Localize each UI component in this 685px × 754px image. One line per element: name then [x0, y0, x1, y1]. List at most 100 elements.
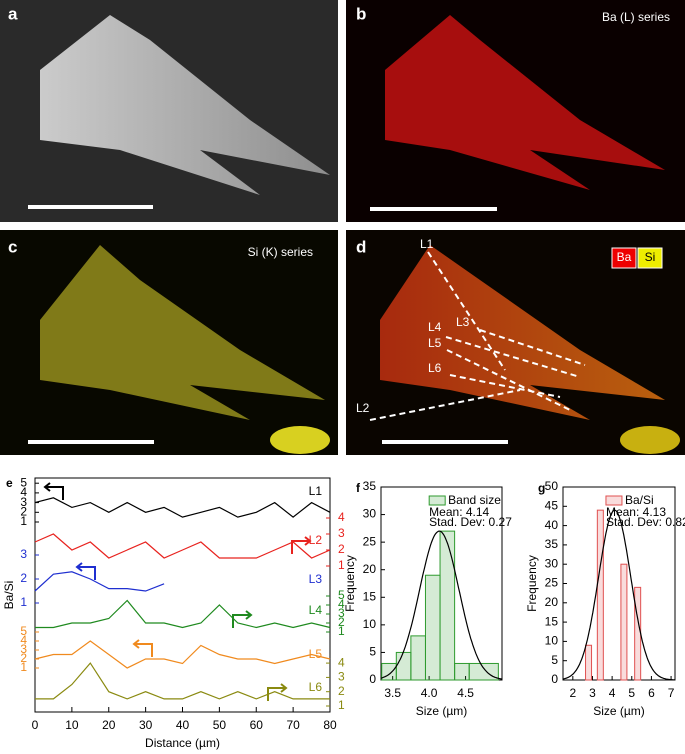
- x-axis-title: Distance (µm): [145, 736, 220, 750]
- profile-line: [35, 599, 331, 629]
- panel-label: c: [8, 237, 17, 256]
- arrows: [43, 482, 312, 701]
- y-tick-label: 5: [551, 653, 558, 667]
- y-tick-label: 2: [20, 651, 27, 665]
- y-tick-label: 1: [20, 514, 27, 528]
- y-tick-label: 4: [20, 485, 27, 499]
- fit-curve: [562, 509, 675, 681]
- profile-line: [35, 662, 330, 700]
- profile-line: [34, 640, 331, 669]
- legend-name: Band size: [448, 493, 501, 507]
- profile-line: [34, 497, 331, 518]
- y-tick-label: 4: [20, 633, 27, 647]
- y-tick-label: 2: [20, 571, 27, 585]
- y-tick-label: 3: [20, 642, 27, 656]
- y-tick-label: 15: [363, 589, 377, 603]
- y-tick-label: 1: [338, 624, 345, 638]
- x-tick-label: 30: [139, 718, 153, 732]
- x-tick-label: 50: [213, 718, 227, 732]
- bar: [620, 563, 628, 681]
- line-label: L1: [420, 237, 434, 251]
- y-tick-label: 5: [20, 624, 27, 638]
- y-tick-label: 15: [545, 614, 559, 628]
- bar: [468, 662, 499, 681]
- y-tick-label: 25: [363, 534, 377, 548]
- panel-label: g: [538, 481, 545, 495]
- y-tick-label: 20: [545, 595, 559, 609]
- fit-curve: [380, 530, 503, 680]
- panel-label: e: [6, 476, 13, 490]
- panel-label: f: [356, 481, 361, 495]
- profile-lines: [369, 251, 586, 421]
- y-tick-label: 2: [338, 615, 345, 629]
- series-name: L2: [309, 533, 323, 547]
- y-tick-label: 45: [545, 498, 559, 512]
- x-tick-label: 3: [589, 686, 596, 700]
- plot-frame: [34, 477, 331, 713]
- legend-mean: Mean: 4.13: [606, 505, 666, 519]
- image-texts: a b Ba (L) series c Si (K) series d Ba S…: [8, 4, 670, 415]
- scale-bar: [28, 205, 153, 209]
- line-label: L4: [428, 320, 442, 334]
- crystal: [40, 245, 325, 420]
- x-tick-label: 6: [648, 686, 655, 700]
- y-tick-label: 5: [20, 475, 27, 489]
- x-tick-label: 2: [569, 686, 576, 700]
- y-tick-label: 3: [338, 670, 345, 684]
- y-tick-label: 2: [338, 684, 345, 698]
- x-tick-label: 4.0: [421, 686, 438, 700]
- x-tick-label: 10: [65, 718, 79, 732]
- line-label: L2: [356, 401, 370, 415]
- panel-label: a: [8, 4, 18, 23]
- particle: [270, 426, 330, 454]
- profile-line: [34, 533, 331, 559]
- y-tick-label: 20: [363, 562, 377, 576]
- legend-sd: Stad. Dev: 0.27: [429, 515, 512, 529]
- x-axis-title: Size (µm): [416, 704, 468, 718]
- bar: [410, 635, 426, 681]
- legend-sd: Stad. Dev: 0.82: [606, 515, 685, 529]
- y-tick-label: 40: [545, 518, 559, 532]
- x-tick-label: 80: [323, 718, 337, 732]
- y-tick-label: 5: [369, 645, 376, 659]
- legend-swatch: [428, 495, 446, 506]
- y-tick-label: 1: [338, 558, 345, 572]
- bar: [634, 586, 642, 681]
- legend-mean: Mean: 4.14: [429, 505, 489, 519]
- bar: [424, 574, 441, 681]
- y-tick-label: 30: [363, 507, 377, 521]
- y-tick-label: 3: [20, 495, 27, 509]
- y-tick-label: 35: [363, 479, 377, 493]
- scale-bar: [370, 207, 497, 211]
- legend-text: Ba: [617, 250, 632, 264]
- x-tick-label: 60: [250, 718, 264, 732]
- line-label: L3: [456, 315, 470, 329]
- legend-si: [637, 247, 663, 269]
- y-tick-label: 30: [545, 556, 559, 570]
- legend-text: Si: [645, 250, 656, 264]
- caption: Si (K) series: [248, 245, 313, 259]
- series-name: L4: [309, 603, 323, 617]
- panel-label: b: [356, 4, 366, 23]
- y-axis-title: Frequency: [343, 555, 357, 612]
- y-tick-label: 10: [545, 634, 559, 648]
- panel-label: d: [356, 237, 366, 256]
- x-tick-label: 5: [628, 686, 635, 700]
- bar: [596, 509, 604, 681]
- y-tick-label: 10: [363, 617, 377, 631]
- y-tick-label: 3: [338, 526, 345, 540]
- bar: [585, 644, 593, 681]
- profile-line: [34, 571, 165, 592]
- x-tick-label: 70: [286, 718, 300, 732]
- bar: [454, 662, 470, 681]
- bar: [439, 530, 456, 681]
- y-tick-label: 1: [20, 595, 27, 609]
- y-tick-label: 5: [338, 588, 345, 602]
- x-tick-label: 4.5: [457, 686, 474, 700]
- y-tick-label: 25: [545, 576, 559, 590]
- x-tick-label: 40: [176, 718, 190, 732]
- series-name: L3: [309, 572, 323, 586]
- x-tick-label: 0: [32, 718, 39, 732]
- crystal: [385, 15, 665, 190]
